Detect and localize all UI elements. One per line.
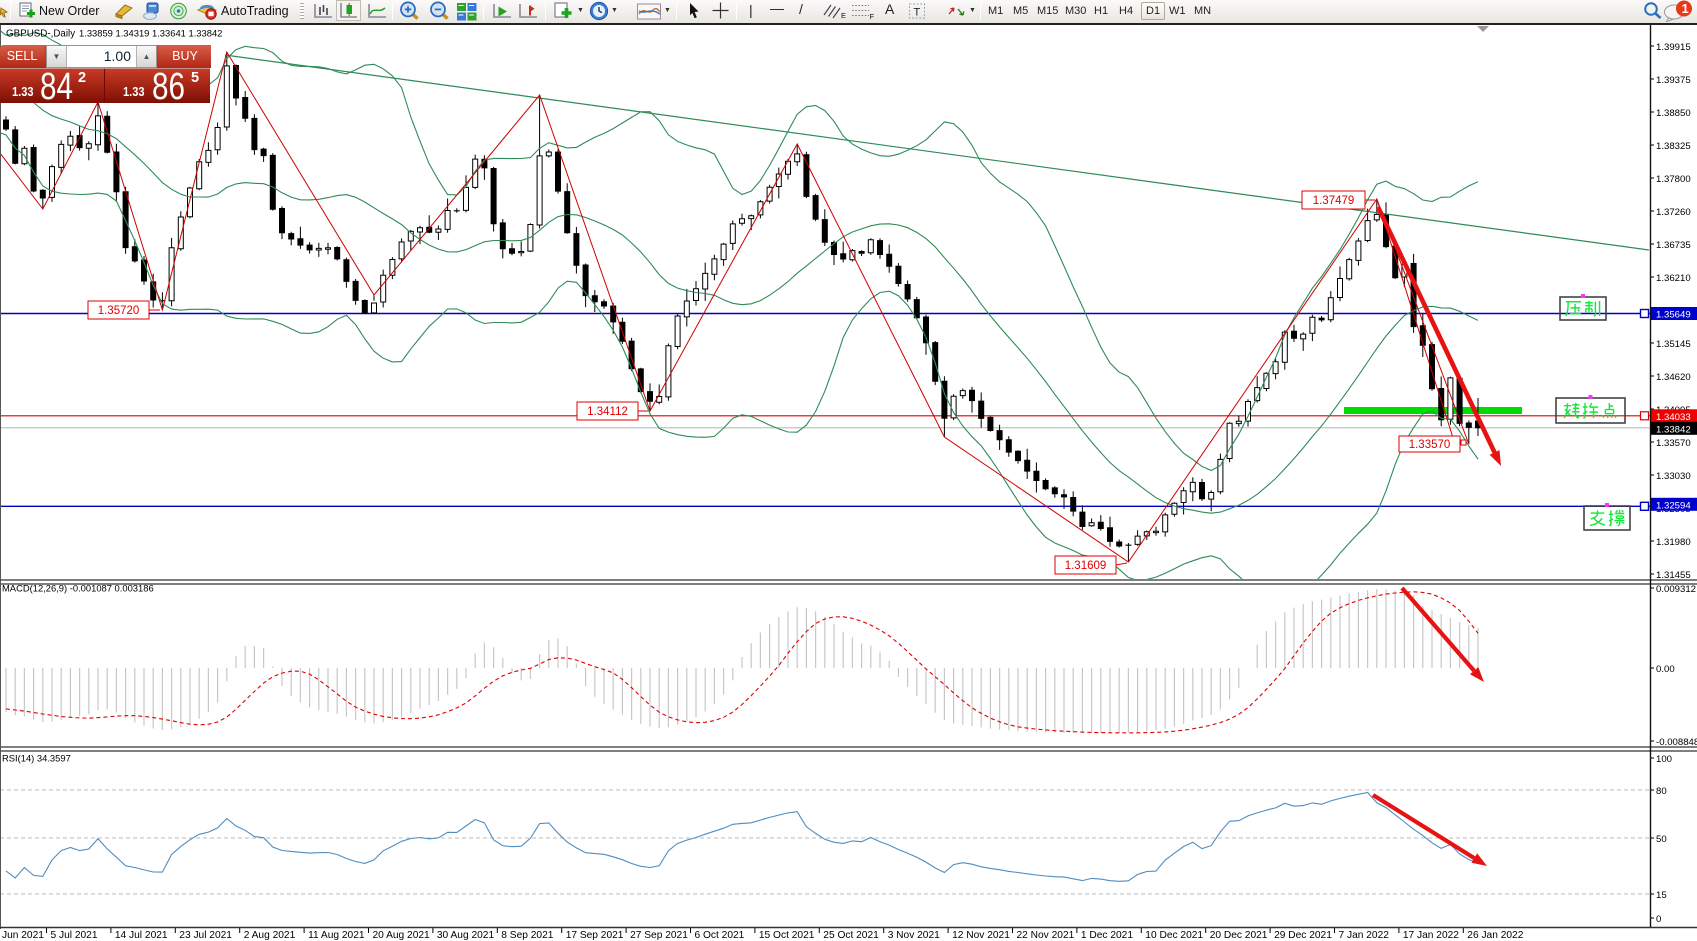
- svg-text:RSI(14) 34.3597: RSI(14) 34.3597: [2, 753, 71, 764]
- svg-text:1.37479: 1.37479: [1313, 195, 1355, 207]
- svg-text:0.00: 0.00: [1656, 664, 1675, 675]
- svg-text:29 Dec 2021: 29 Dec 2021: [1274, 930, 1332, 941]
- svg-text:50: 50: [1656, 834, 1667, 845]
- svg-text:1.34033: 1.34033: [1656, 412, 1691, 423]
- svg-text:6 Oct 2021: 6 Oct 2021: [695, 930, 745, 941]
- svg-text:12 Nov 2021: 12 Nov 2021: [952, 930, 1010, 941]
- svg-text:100: 100: [1656, 754, 1672, 765]
- svg-text:20 Aug 2021: 20 Aug 2021: [373, 930, 431, 941]
- svg-text:0.009312: 0.009312: [1656, 584, 1696, 595]
- svg-text:-0.008848: -0.008848: [1656, 737, 1697, 748]
- svg-text:1 Dec 2021: 1 Dec 2021: [1081, 930, 1133, 941]
- svg-text:30 Aug 2021: 30 Aug 2021: [437, 930, 495, 941]
- svg-text:1.35649: 1.35649: [1656, 310, 1691, 321]
- svg-text:22 Nov 2021: 22 Nov 2021: [1017, 930, 1075, 941]
- svg-text:14 Jul 2021: 14 Jul 2021: [115, 930, 168, 941]
- svg-text:10 Dec 2021: 10 Dec 2021: [1145, 930, 1203, 941]
- svg-text:17 Jan 2022: 17 Jan 2022: [1403, 930, 1459, 941]
- svg-text:1.37800: 1.37800: [1656, 174, 1691, 185]
- svg-text:1.34112: 1.34112: [587, 406, 628, 418]
- svg-text:F: F: [870, 12, 875, 20]
- svg-text:26 Jan 2022: 26 Jan 2022: [1467, 930, 1523, 941]
- svg-text:E: E: [841, 11, 846, 20]
- svg-text:1.32594: 1.32594: [1656, 500, 1691, 511]
- svg-text:15 Oct 2021: 15 Oct 2021: [759, 930, 815, 941]
- svg-text:1.39915: 1.39915: [1656, 42, 1691, 53]
- svg-text:2 Aug 2021: 2 Aug 2021: [244, 930, 296, 941]
- svg-text:1.38850: 1.38850: [1656, 108, 1691, 119]
- svg-text:8 Sep 2021: 8 Sep 2021: [501, 930, 553, 941]
- svg-text:T: T: [914, 7, 921, 19]
- svg-text:1.33859 1.34319 1.33641 1.3384: 1.33859 1.34319 1.33641 1.33842: [79, 28, 222, 39]
- svg-text:0: 0: [1656, 914, 1661, 925]
- svg-text:1.38325: 1.38325: [1656, 141, 1691, 152]
- svg-text:15: 15: [1656, 890, 1667, 901]
- svg-text:1.35720: 1.35720: [98, 305, 140, 317]
- svg-text:1.34620: 1.34620: [1656, 372, 1691, 383]
- svg-text:1.35145: 1.35145: [1656, 339, 1691, 350]
- svg-text:80: 80: [1656, 786, 1667, 797]
- svg-text:5 Jul 2021: 5 Jul 2021: [51, 930, 98, 941]
- svg-text:1.31609: 1.31609: [1065, 560, 1107, 572]
- svg-text:1.31980: 1.31980: [1656, 537, 1691, 548]
- svg-text:1.31455: 1.31455: [1656, 570, 1691, 581]
- svg-text:1.33570: 1.33570: [1409, 439, 1451, 451]
- svg-text:1.37260: 1.37260: [1656, 207, 1691, 218]
- svg-text:27 Sep 2021: 27 Sep 2021: [630, 930, 688, 941]
- svg-text:MACD(12,26,9) -0.001087 0.0031: MACD(12,26,9) -0.001087 0.003186: [2, 583, 154, 594]
- svg-text:7 Jan 2022: 7 Jan 2022: [1339, 930, 1390, 941]
- svg-text:1.39375: 1.39375: [1656, 75, 1691, 86]
- svg-text:11 Aug 2021: 11 Aug 2021: [308, 930, 365, 941]
- svg-text:25 Oct 2021: 25 Oct 2021: [823, 930, 879, 941]
- svg-text:Jun 2021: Jun 2021: [2, 930, 44, 941]
- svg-text:1.36210: 1.36210: [1656, 273, 1691, 284]
- svg-text:3 Nov 2021: 3 Nov 2021: [888, 930, 940, 941]
- svg-text:23 Jul 2021: 23 Jul 2021: [179, 930, 232, 941]
- svg-text:20 Dec 2021: 20 Dec 2021: [1210, 930, 1268, 941]
- svg-text:1.33030: 1.33030: [1656, 471, 1691, 482]
- svg-text:1: 1: [1682, 1, 1689, 16]
- svg-text:GBPUSD-,Daily: GBPUSD-,Daily: [6, 29, 75, 40]
- svg-text:1.36735: 1.36735: [1656, 240, 1691, 251]
- svg-text:1.33842: 1.33842: [1656, 424, 1691, 435]
- svg-text:17 Sep 2021: 17 Sep 2021: [566, 930, 624, 941]
- svg-text:1.33570: 1.33570: [1656, 438, 1691, 449]
